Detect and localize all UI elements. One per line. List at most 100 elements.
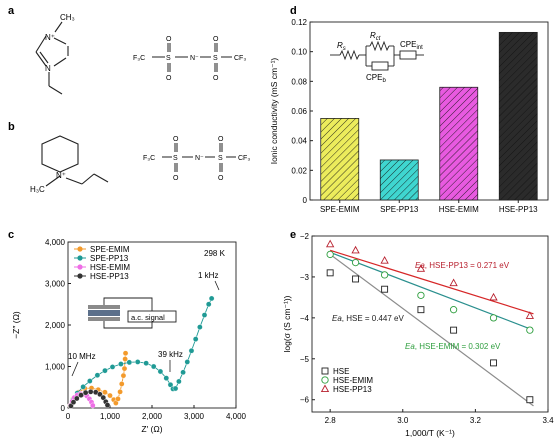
c-y-tick-label: 4,000 [45,238,66,247]
e-x-tick-label: 3.0 [397,416,409,425]
circuit-rct-main: R [370,31,376,40]
c-data-point [157,368,164,375]
e-data-point [525,311,535,319]
equivalent-circuit [330,40,424,71]
panel-label-e: e [290,229,296,241]
c-data-point [70,399,77,405]
d-y-axis-label: Ionic conductivity (mS cm⁻¹) [269,58,279,165]
tfsi-a-o4: O [213,75,219,82]
d-y-tick-label: 0.06 [291,107,307,116]
e-legend-label: HSE [333,367,349,376]
circuit-rct-label: Rct [370,31,381,42]
c-data-point [74,395,80,402]
panel-label-b: b [8,121,15,133]
e-x-tick-label: 3.4 [542,416,554,425]
c-annotation-arrow [71,361,79,377]
e-y-tick-label: −5 [300,355,310,364]
e-legend-marker [321,367,329,375]
emim-ch3: CH₃ [60,13,75,22]
circuit-rs-sub: s [343,46,346,52]
c-data-point [143,360,149,366]
c-temperature-label: 298 K [204,249,226,258]
e-annotation-symbol: Ea [405,342,415,351]
d-bar-hatch [380,159,419,200]
e-activation-energy-annotation: Ea, HSE-PP13 = 0.271 eV [415,261,510,270]
tfsi-a-o1: O [166,36,172,43]
c-data-point [117,389,123,395]
tfsi-a-s1: S [166,55,171,62]
electrode-inset [88,297,177,329]
circuit-cpe-int-main: CPE [400,40,416,49]
d-category-label: HSE-PP13 [499,205,538,214]
c-data-point [192,336,199,342]
e-annotation-text: , HSE-EMIM = 0.302 eV [415,342,501,351]
pp13-cation-structure [41,135,109,187]
c-data-point [208,295,215,302]
e-annotation-text: , HSE-PP13 = 0.271 eV [425,261,510,270]
c-data-point [109,364,116,370]
c-data-point [176,378,182,385]
pp13-h3c: H₃C [30,185,45,194]
c-legend-label: SPE-EMIM [90,245,130,254]
e-plot-frame [311,235,549,413]
c-data-point [82,389,89,396]
e-y-tick-label: −2 [300,232,310,241]
c-data-point [184,359,191,365]
e-legend-label: HSE-PP13 [333,385,372,394]
inset-ac-signal-label: a.c. signal [131,313,165,322]
c-x-tick-label: 2,000 [142,412,163,421]
tfsi-b-cf3-left: F₃C [143,155,155,162]
emim-n-plus: N⁺ [45,33,55,42]
tfsi-anion-a: F₃C S O O N⁻ S O O CF₃ [133,36,246,82]
c-x-tick-label: 0 [66,412,71,421]
circuit-cpe-b-sub: b [382,78,386,84]
c-y-tick-label: 1,000 [45,363,66,372]
c-data-point [89,402,96,409]
e-data-point [380,256,389,264]
e-data-point [325,239,335,248]
d-y-tick-label: 0 [303,196,308,205]
panel-label-d: d [290,5,297,17]
c-data-point [150,363,157,370]
emim-cation-structure [35,21,69,95]
e-data-point [417,291,425,299]
c-legend-label: HSE-PP13 [90,272,129,281]
c-y-tick-label: 3,000 [45,280,66,289]
c-y-axis-label: −Z″ (Ω) [11,311,21,339]
e-data-point [449,278,458,287]
e-y-tick-label: −3 [300,273,310,282]
e-data-point [381,285,389,293]
tfsi-a-o2: O [166,75,172,82]
d-bar-hatch [499,32,538,201]
emim-n: N [45,64,51,73]
e-data-point [490,359,497,367]
c-data-point [126,359,133,366]
panel-label-c: c [8,229,14,241]
circuit-cpe-b-label: CPEb [366,73,386,84]
e-data-point [351,258,360,267]
tfsi-a-n-minus: N⁻ [190,55,199,62]
tfsi-a-o3: O [213,36,219,43]
e-fit-line [329,253,534,407]
c-legend-marker [77,264,83,270]
c-data-point [121,365,128,372]
c-x-tick-label: 1,000 [100,412,121,421]
c-data-point [188,347,195,354]
conductivity-bar-chart: 0 0.02 0.04 0.06 0.08 0.10 0.12 Ionic conductiv… [269,18,549,214]
e-x-axis-label: 1,000/T (K⁻¹) [405,428,455,438]
c-data-point [100,394,107,401]
e-data-point [380,271,389,279]
c-data-point [104,402,111,408]
d-y-tick-label: 0.12 [291,18,307,27]
c-annotation-1khz: 1 kHz [198,271,218,280]
tfsi-a-s2: S [213,55,218,62]
tfsi-a-cf3-right: CF₃ [234,55,246,62]
circuit-rs-label: Rs [337,41,346,52]
d-category-label: HSE-EMIM [439,205,479,214]
d-bar-hatch [439,87,478,200]
c-data-point [205,301,212,308]
tfsi-b-o3: O [218,136,224,143]
circuit-cpe-int-sub: int [416,45,423,51]
c-legend-marker [77,255,83,261]
